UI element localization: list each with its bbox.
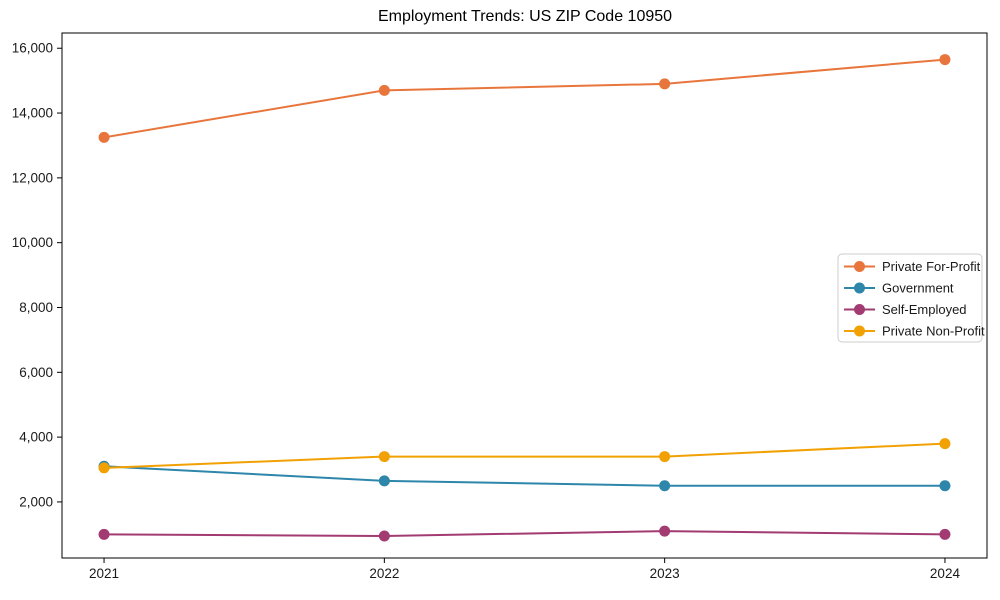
plot-border [61, 32, 988, 559]
y-tick-label: 2,000 [19, 494, 53, 509]
data-point-private-non-profit-2024 [939, 438, 951, 450]
x-tick-label: 2023 [650, 566, 680, 581]
legend-marker [854, 261, 865, 272]
data-point-private-non-profit-2022 [378, 451, 390, 463]
data-point-private-non-profit-2021 [98, 462, 110, 474]
y-tick-label: 12,000 [12, 170, 53, 185]
y-tick-label: 16,000 [12, 41, 53, 56]
legend-marker [854, 304, 865, 315]
data-point-private-for-profit-2023 [659, 78, 671, 90]
series-line-self-employed [104, 530, 945, 537]
x-tick-label: 2024 [930, 566, 961, 581]
legend-label-private-for-profit: Private For-Profit [882, 259, 981, 274]
data-point-government-2024 [939, 480, 951, 492]
series-line-private-for-profit [103, 58, 946, 139]
data-point-private-for-profit-2022 [378, 84, 390, 96]
series-line-private-non-profit [104, 442, 946, 469]
x-tick-label: 2021 [89, 566, 119, 581]
data-point-private-non-profit-2023 [659, 451, 671, 463]
y-tick-label: 14,000 [12, 106, 53, 121]
legend-marker [854, 282, 865, 294]
chart-title: Employment Trends: US ZIP Code 10950 [377, 8, 673, 25]
data-point-private-for-profit-2021 [98, 131, 110, 143]
data-point-government-2022 [378, 475, 390, 487]
data-point-self-employed-2022 [378, 530, 390, 542]
data-point-self-employed-2021 [98, 528, 110, 540]
data-point-self-employed-2024 [939, 528, 951, 540]
data-point-government-2023 [659, 480, 671, 492]
y-tick-label: 6,000 [19, 365, 53, 380]
data-point-self-employed-2023 [659, 525, 671, 537]
legend-box [837, 253, 983, 343]
y-tick-label: 10,000 [12, 235, 53, 250]
x-tick-label: 2022 [369, 566, 399, 581]
legend-marker [854, 325, 865, 337]
legend-label-self-employed: Self-Employed [882, 302, 967, 317]
y-tick-label: 8,000 [19, 300, 53, 315]
legend-label-government: Government [882, 281, 954, 296]
data-point-private-for-profit-2024 [939, 54, 951, 66]
series-line-government [103, 465, 945, 487]
y-tick-label: 4,000 [19, 430, 53, 445]
legend-label-private-non-profit: Private Non-Profit [882, 324, 985, 339]
